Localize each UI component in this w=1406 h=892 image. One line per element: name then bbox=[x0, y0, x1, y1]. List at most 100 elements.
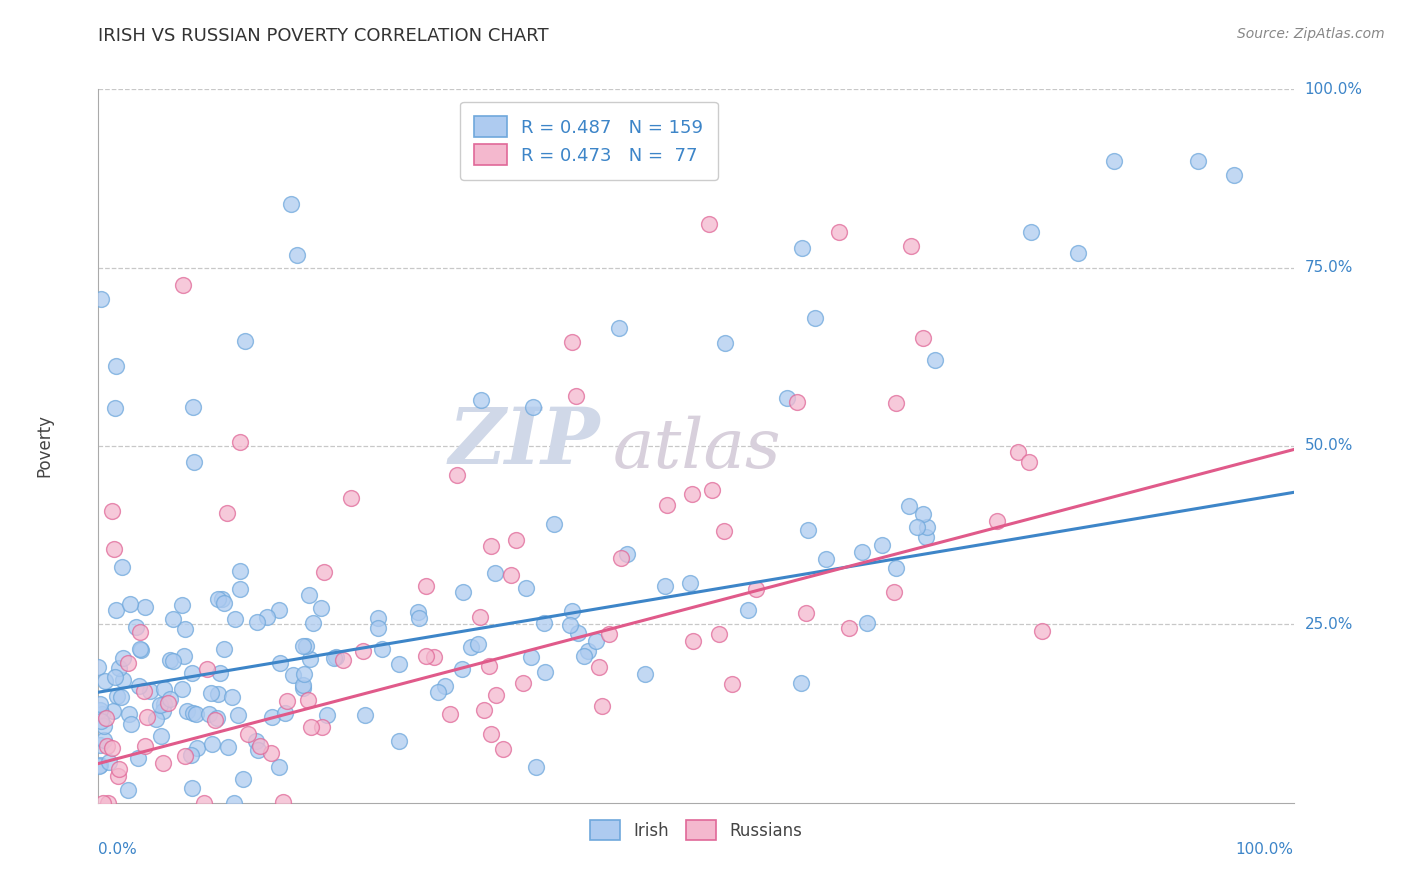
Point bbox=[200, 685, 222, 699]
Point bbox=[152, 681, 174, 696]
Point bbox=[838, 621, 860, 635]
Point bbox=[128, 679, 150, 693]
Point bbox=[714, 335, 737, 350]
Point bbox=[181, 666, 204, 681]
Point bbox=[302, 615, 325, 630]
Point bbox=[152, 756, 174, 770]
Point bbox=[598, 627, 620, 641]
Point bbox=[271, 795, 294, 809]
Point bbox=[125, 619, 148, 633]
Point bbox=[576, 644, 599, 658]
Point bbox=[408, 611, 430, 625]
Point bbox=[884, 560, 907, 574]
Point bbox=[315, 708, 337, 723]
Point bbox=[197, 706, 219, 721]
Point bbox=[193, 796, 215, 810]
Point bbox=[217, 739, 239, 754]
Point bbox=[150, 730, 173, 744]
Point bbox=[104, 670, 127, 684]
Point bbox=[1031, 624, 1053, 638]
Point bbox=[172, 278, 194, 293]
Point bbox=[804, 310, 827, 325]
Point bbox=[100, 741, 122, 756]
Point bbox=[93, 719, 115, 733]
Point bbox=[572, 649, 595, 664]
Point bbox=[634, 159, 657, 173]
Point bbox=[797, 523, 820, 537]
Point bbox=[280, 197, 302, 211]
Point bbox=[522, 400, 544, 414]
Point bbox=[129, 643, 152, 657]
Point bbox=[681, 486, 703, 500]
Point bbox=[292, 666, 315, 681]
Point bbox=[467, 637, 489, 651]
Point bbox=[367, 611, 389, 625]
Point bbox=[159, 653, 181, 667]
Point bbox=[1187, 153, 1209, 168]
Point bbox=[157, 696, 180, 710]
Point bbox=[897, 499, 920, 513]
Point bbox=[170, 682, 193, 697]
Point bbox=[470, 392, 492, 407]
Point bbox=[94, 673, 117, 688]
Point bbox=[446, 467, 468, 482]
Point bbox=[245, 733, 267, 747]
Point bbox=[118, 707, 141, 722]
Text: Source: ZipAtlas.com: Source: ZipAtlas.com bbox=[1237, 27, 1385, 41]
Point bbox=[235, 334, 257, 348]
Point bbox=[93, 732, 115, 747]
Point bbox=[181, 780, 204, 795]
Point bbox=[451, 662, 474, 676]
Point bbox=[247, 743, 270, 757]
Point bbox=[94, 711, 117, 725]
Point bbox=[309, 601, 332, 615]
Point bbox=[104, 401, 127, 415]
Point bbox=[512, 676, 534, 690]
Point bbox=[195, 662, 218, 676]
Point bbox=[120, 597, 142, 611]
Point bbox=[515, 581, 537, 595]
Point bbox=[97, 796, 120, 810]
Point bbox=[181, 706, 204, 720]
Point bbox=[814, 552, 837, 566]
Point bbox=[790, 676, 813, 690]
Point bbox=[434, 679, 457, 693]
Point bbox=[173, 649, 195, 664]
Point bbox=[915, 530, 938, 544]
Point bbox=[1223, 168, 1246, 182]
Point bbox=[100, 504, 122, 518]
Point bbox=[108, 762, 131, 776]
Point bbox=[322, 650, 344, 665]
Point bbox=[340, 491, 363, 505]
Point bbox=[172, 599, 194, 613]
Point bbox=[298, 652, 321, 666]
Point bbox=[238, 727, 260, 741]
Point bbox=[111, 673, 134, 687]
Point bbox=[388, 734, 411, 748]
Point bbox=[560, 618, 582, 632]
Point bbox=[145, 712, 167, 726]
Point bbox=[737, 603, 759, 617]
Point bbox=[180, 747, 202, 762]
Point bbox=[291, 639, 314, 653]
Text: 0.0%: 0.0% bbox=[98, 842, 138, 856]
Point bbox=[354, 707, 377, 722]
Point bbox=[905, 519, 928, 533]
Point bbox=[90, 714, 112, 728]
Point bbox=[524, 760, 547, 774]
Point bbox=[1018, 455, 1040, 469]
Point bbox=[291, 678, 314, 692]
Point bbox=[408, 605, 430, 619]
Point bbox=[260, 710, 283, 724]
Point bbox=[186, 706, 208, 721]
Point bbox=[229, 434, 252, 449]
Point bbox=[274, 706, 297, 721]
Point bbox=[468, 610, 491, 624]
Point bbox=[291, 681, 314, 695]
Legend: Irish, Russians: Irish, Russians bbox=[582, 812, 810, 848]
Point bbox=[700, 483, 723, 497]
Point bbox=[917, 520, 939, 534]
Point bbox=[499, 567, 522, 582]
Point bbox=[110, 690, 132, 704]
Point bbox=[212, 641, 235, 656]
